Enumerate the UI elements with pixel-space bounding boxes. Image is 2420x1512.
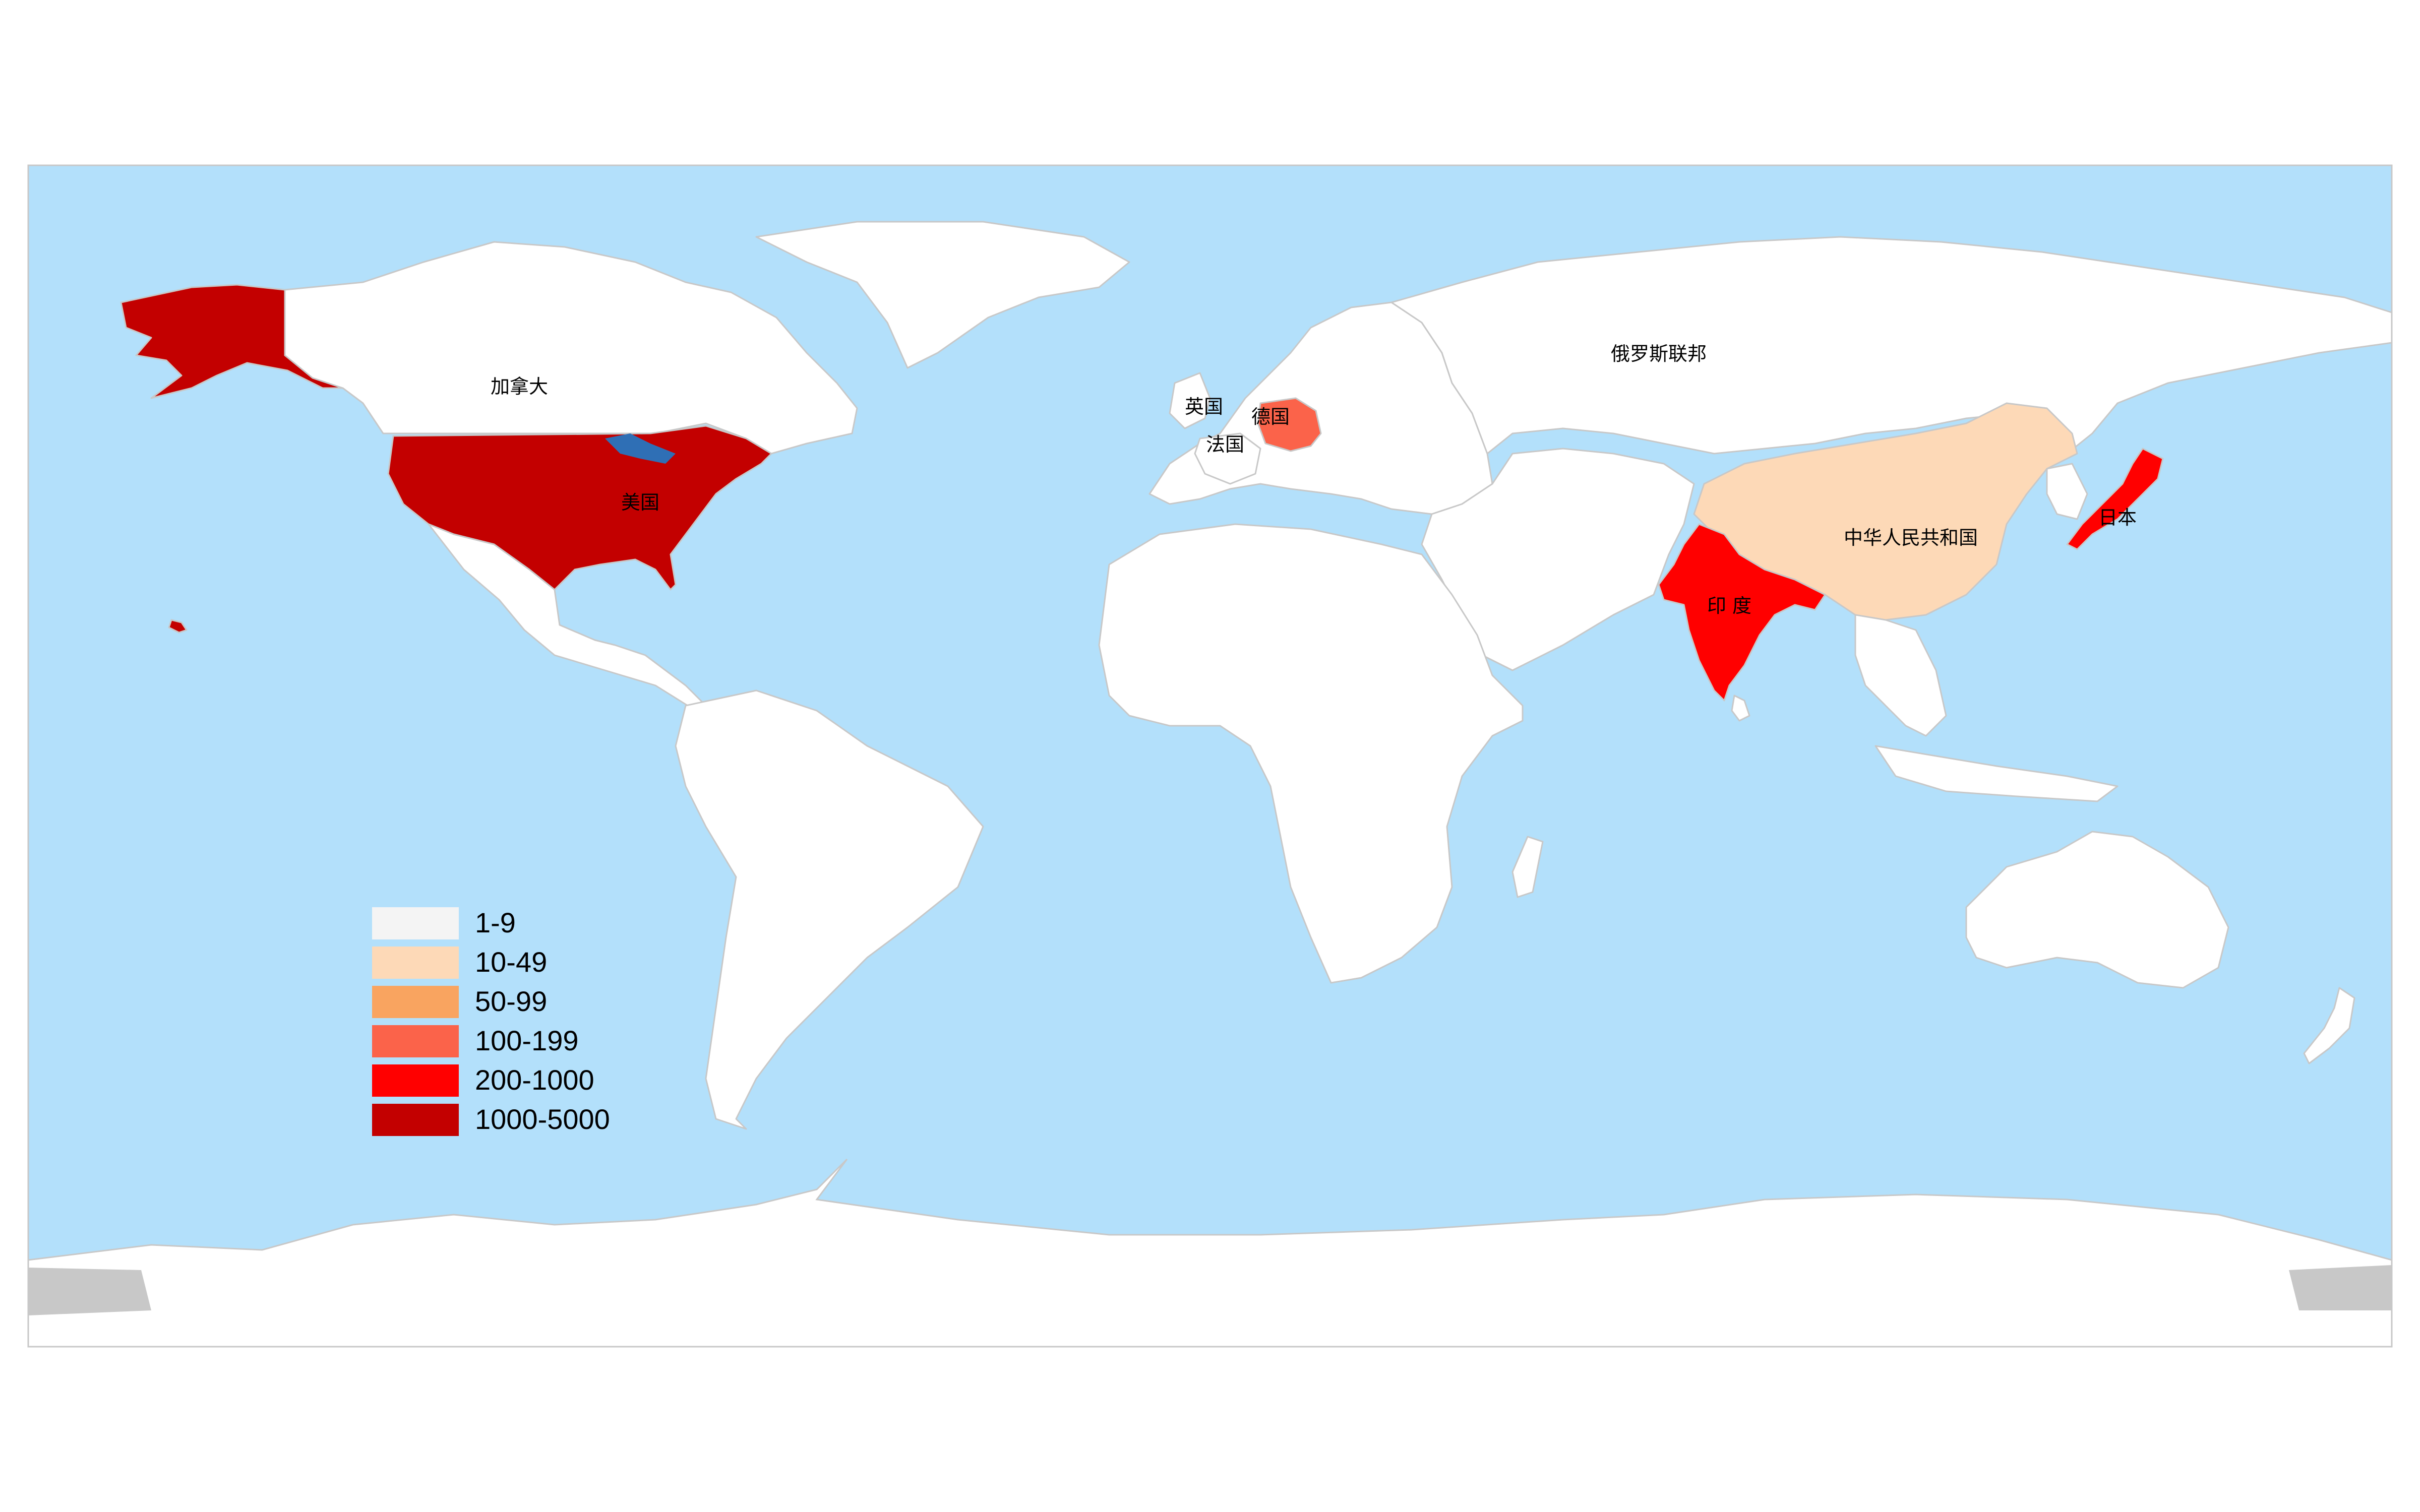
legend-swatch xyxy=(372,1104,459,1136)
legend-label: 1000-5000 xyxy=(475,1103,610,1135)
legend-label: 100-199 xyxy=(475,1025,579,1056)
label-india: 印 度 xyxy=(1707,595,1751,617)
greenland-shape xyxy=(755,221,1130,369)
country-germany xyxy=(1257,397,1322,452)
antarctica-shape xyxy=(27,1158,2393,1348)
label-france: 法国 xyxy=(1206,433,1244,456)
legend-label: 1-9 xyxy=(475,907,516,938)
country-india xyxy=(1658,523,1826,702)
new-zealand-shape xyxy=(2303,987,2355,1064)
label-japan: 日本 xyxy=(2098,507,2137,529)
legend-swatch xyxy=(372,1064,459,1097)
southeast-asia-shape xyxy=(1854,614,1947,737)
mexico-central-america xyxy=(428,523,707,712)
label-germany: 德国 xyxy=(1251,406,1290,428)
legend-swatch xyxy=(372,947,459,979)
legend-label: 50-99 xyxy=(475,985,547,1017)
australia-shape xyxy=(1965,831,2229,989)
label-uk: 英国 xyxy=(1185,396,1223,418)
label-russia: 俄罗斯联邦 xyxy=(1611,343,1707,365)
legend-swatch xyxy=(372,986,459,1018)
legend-label: 200-1000 xyxy=(475,1064,594,1096)
label-canada: 加拿大 xyxy=(491,375,548,398)
country-uk xyxy=(1169,372,1211,429)
great-lakes xyxy=(605,433,676,464)
polar-ice-east xyxy=(2289,1265,2392,1310)
madagascar-shape xyxy=(1511,836,1544,898)
south-america-shape xyxy=(675,689,984,1130)
legend-swatch xyxy=(372,907,459,939)
indonesia-shape xyxy=(1874,745,2119,802)
label-china: 中华人民共和国 xyxy=(1844,527,1978,549)
legend-swatch xyxy=(372,1025,459,1057)
legend: 1-9 10-49 50-99 100-199 200-1000 1000-5000 xyxy=(372,907,610,1136)
country-japan xyxy=(2066,448,2164,550)
polar-ice-west xyxy=(28,1268,151,1315)
sri-lanka-shape xyxy=(1731,695,1750,722)
africa-shape xyxy=(1098,523,1524,984)
country-france xyxy=(1194,432,1261,485)
korea-shape xyxy=(2046,463,2088,520)
hawaii-shape xyxy=(168,619,188,634)
legend-label: 10-49 xyxy=(475,946,547,978)
label-usa: 美国 xyxy=(621,491,659,514)
country-canada xyxy=(284,241,858,455)
